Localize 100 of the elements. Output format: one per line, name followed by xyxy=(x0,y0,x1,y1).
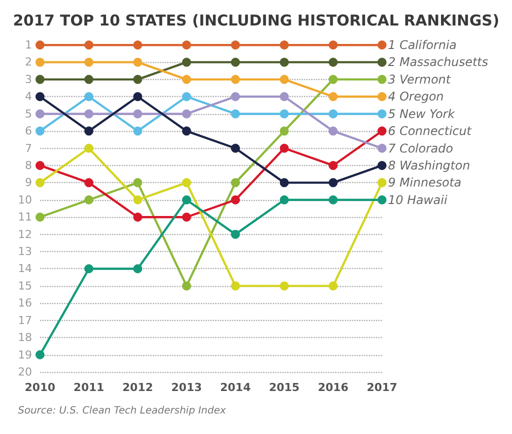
y-tick-label: 15 xyxy=(18,279,32,292)
point xyxy=(36,92,44,102)
point xyxy=(378,144,386,153)
point xyxy=(280,92,289,102)
point xyxy=(280,195,289,204)
point xyxy=(280,40,289,50)
point xyxy=(378,40,386,50)
x-tick-label: 2011 xyxy=(74,381,104,394)
y-tick-label: 18 xyxy=(18,331,32,344)
y-tick-label: 16 xyxy=(18,296,32,310)
point xyxy=(328,74,338,84)
point xyxy=(230,74,240,84)
point xyxy=(133,74,142,84)
y-tick-label: 7 xyxy=(25,142,32,155)
point xyxy=(133,58,142,67)
point xyxy=(230,144,240,153)
point xyxy=(182,40,192,50)
point xyxy=(378,109,386,118)
y-tick-label: 20 xyxy=(18,366,32,378)
point xyxy=(280,109,289,118)
point xyxy=(36,178,44,188)
point xyxy=(84,264,94,274)
point xyxy=(36,212,44,222)
y-tick-label: 14 xyxy=(18,262,32,276)
point xyxy=(133,212,142,222)
point xyxy=(328,58,338,67)
point xyxy=(84,40,94,50)
point xyxy=(230,58,240,67)
point xyxy=(378,126,386,136)
point xyxy=(84,58,94,67)
x-tick-label: 2010 xyxy=(24,381,56,394)
y-tick-label: 1 xyxy=(25,38,32,52)
point xyxy=(378,178,386,188)
y-tick-label: 19 xyxy=(18,348,32,362)
x-tick-label: 2014 xyxy=(220,381,252,394)
series-label: 10 Hawaii xyxy=(388,192,448,207)
point xyxy=(230,281,240,290)
point xyxy=(280,126,289,136)
series-label: 5 New York xyxy=(388,106,456,121)
source-note: Source: U.S. Clean Tech Leadership Index xyxy=(18,406,226,416)
y-tick-label: 13 xyxy=(18,245,32,258)
x-tick-label: 2016 xyxy=(318,381,349,394)
y-tick-label: 4 xyxy=(25,90,32,104)
point xyxy=(84,144,94,153)
point xyxy=(182,212,192,222)
point xyxy=(280,281,289,290)
point xyxy=(378,74,386,84)
point xyxy=(84,195,94,204)
series-label: 2 Massachusetts xyxy=(388,55,488,70)
y-tick-label: 8 xyxy=(25,158,32,172)
point xyxy=(133,195,142,204)
point xyxy=(36,350,44,360)
point xyxy=(84,109,94,118)
point xyxy=(230,92,240,102)
y-tick-label: 11 xyxy=(18,210,32,224)
point xyxy=(230,230,240,239)
point xyxy=(328,92,338,102)
x-tick-label: 2017 xyxy=(366,381,398,394)
chart-title: 2017 TOP 10 STATES (INCLUDING HISTORICAL RANKINGS) xyxy=(13,12,500,30)
point xyxy=(280,58,289,67)
series-label: 6 Connecticut xyxy=(388,124,473,138)
x-tick-label: 2012 xyxy=(122,381,154,394)
point xyxy=(328,109,338,118)
series-label: 7 Colorado xyxy=(388,141,454,156)
point xyxy=(182,74,192,84)
y-tick-label: 9 xyxy=(25,176,32,190)
point xyxy=(230,109,240,118)
point xyxy=(84,126,94,136)
point xyxy=(328,178,338,188)
point xyxy=(36,160,44,170)
point xyxy=(36,74,44,84)
series-label: 9 Minnesota xyxy=(388,176,462,190)
point xyxy=(230,40,240,50)
point xyxy=(36,40,44,50)
y-tick-label: 5 xyxy=(25,107,32,120)
point xyxy=(328,126,338,136)
point xyxy=(280,178,289,188)
point xyxy=(182,126,192,136)
point xyxy=(36,58,44,67)
point xyxy=(230,195,240,204)
point xyxy=(36,126,44,136)
point xyxy=(84,178,94,188)
y-tick-label: 10 xyxy=(18,193,32,206)
point xyxy=(133,126,142,136)
y-tick-label: 6 xyxy=(25,124,32,138)
series-label: 1 California xyxy=(388,38,457,52)
series-label: 4 Oregon xyxy=(388,90,444,104)
point xyxy=(328,195,338,204)
x-tick-label: 2013 xyxy=(171,381,202,394)
point xyxy=(182,109,192,118)
point xyxy=(133,40,142,50)
y-tick-label: 17 xyxy=(18,314,32,327)
point xyxy=(378,160,386,170)
point xyxy=(328,281,338,290)
point xyxy=(378,195,386,204)
series-label: 8 Washington xyxy=(388,158,470,172)
point xyxy=(133,109,142,118)
y-tick-label: 2 xyxy=(25,56,32,69)
point xyxy=(133,178,142,188)
point xyxy=(182,92,192,102)
